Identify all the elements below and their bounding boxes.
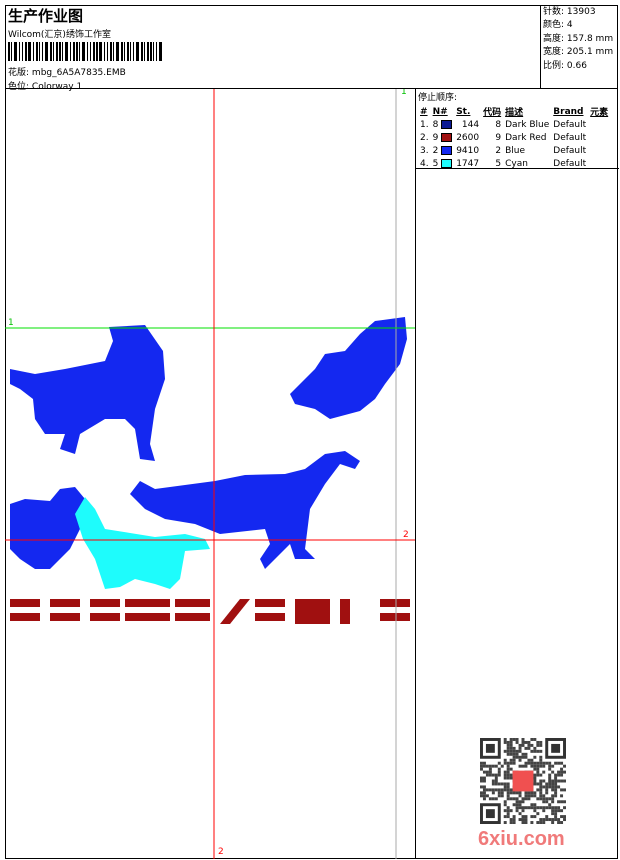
marker-red-bottom: 2 [218,847,224,857]
watermark-logo: 6xiu.com [478,828,565,850]
stat-colors: 颜色: 4 [543,20,573,31]
row-brand: Default [553,119,587,130]
row-brand: Default [553,158,587,169]
row-stitches: 144 [461,119,480,130]
row-code: 2 [495,145,502,156]
table-row: 4. 5 1747 5 Cyan Default [418,157,610,170]
row-stitches: 1747 [456,158,480,169]
row-code: 8 [495,119,502,130]
row-needle: 8 [431,118,455,131]
row-code: 5 [495,158,502,169]
column-header: N# [432,106,448,117]
row-description: Cyan [505,158,528,169]
color-swatch [441,132,453,142]
file-name: mbg_6A5A7835.EMB [31,68,126,78]
row-needle: 5 [431,157,455,170]
row-brand: Default [553,132,587,143]
header: 生产作业图 Wilcom(汇京)绣饰工作室 花版: mbg_6A5A7835.E… [5,5,618,92]
file-label: 花版: [8,68,30,78]
lettering-text [10,599,410,624]
row-brand: Default [553,145,587,156]
row-code: 9 [495,132,502,143]
cat-left-bottom [10,487,85,569]
row-stitches: 2600 [456,132,480,143]
color-swatch [441,119,453,129]
cat-shapes [10,317,407,569]
column-header: Brand [553,106,584,117]
marker-green-left: 1 [8,318,14,328]
row-element [588,131,610,144]
table-row: 2. 9 2600 9 Dark Red Default [418,131,610,144]
row-element [588,118,610,131]
barcode [8,42,168,61]
column-header: St. [456,106,471,117]
design-preview: 1 1 2 2 [5,89,415,859]
table-row: 3. 2 9410 2 Blue Default [418,144,610,157]
stop-sequence-title: 停止顺序: [418,93,458,103]
row-index: 2. [420,132,429,143]
row-description: Dark Blue [505,119,550,130]
marker-red-right: 2 [403,530,409,540]
qr-code [480,738,566,824]
row-index: 4. [420,158,429,169]
cat-right-top [290,317,407,419]
stop-sequence-table: # N# St. 代码 描述 Brand 元素 1. 8 144 8 Dark Blue Defau… [418,105,610,170]
row-description: Blue [505,145,526,156]
page-frame [5,5,618,859]
column-header: 描述 [505,108,524,118]
row-element [588,144,610,157]
kitten-cyan [75,497,210,589]
colorway: 色位: Colorway 1 [8,79,82,92]
stat-stitches: 针数: 13903 [543,7,596,17]
column-header: # [420,106,428,117]
row-index: 3. [420,145,429,156]
stat-scale: 比例: 0.66 [543,60,587,71]
marker-green-top: 1 [401,89,407,97]
row-needle: 2 [431,144,455,157]
design-file: 花版: mbg_6A5A7835.EMB [8,65,126,78]
design-stats: 针数: 13903 颜色: 4 高度: 157.8 mm 宽度: 205.1 m… [540,5,618,89]
colorway-value: Colorway 1 [31,82,83,92]
row-description: Dark Red [505,132,547,143]
row-element [588,157,610,170]
page-title: 生产作业图 [8,7,84,25]
cat-left-top [10,325,165,461]
color-swatch [441,158,453,168]
stat-height: 高度: 157.8 mm [543,33,614,44]
row-stitches: 9410 [456,145,480,156]
stop-sequence-panel: 停止顺序: # N# St. 代码 描述 Brand 元素 1. 8 144 8 Dark Blu… [415,89,619,859]
colorway-label: 色位: [8,82,30,92]
row-needle: 9 [431,131,455,144]
row-index: 1. [420,119,429,130]
table-row: 1. 8 144 8 Dark Blue Default [418,118,610,131]
stat-width: 宽度: 205.1 mm [543,47,614,58]
company-name: Wilcom(汇京)绣饰工作室 [8,30,111,40]
column-header: 元素 [590,108,609,118]
color-swatch [441,145,453,155]
column-header: 代码 [483,108,502,118]
